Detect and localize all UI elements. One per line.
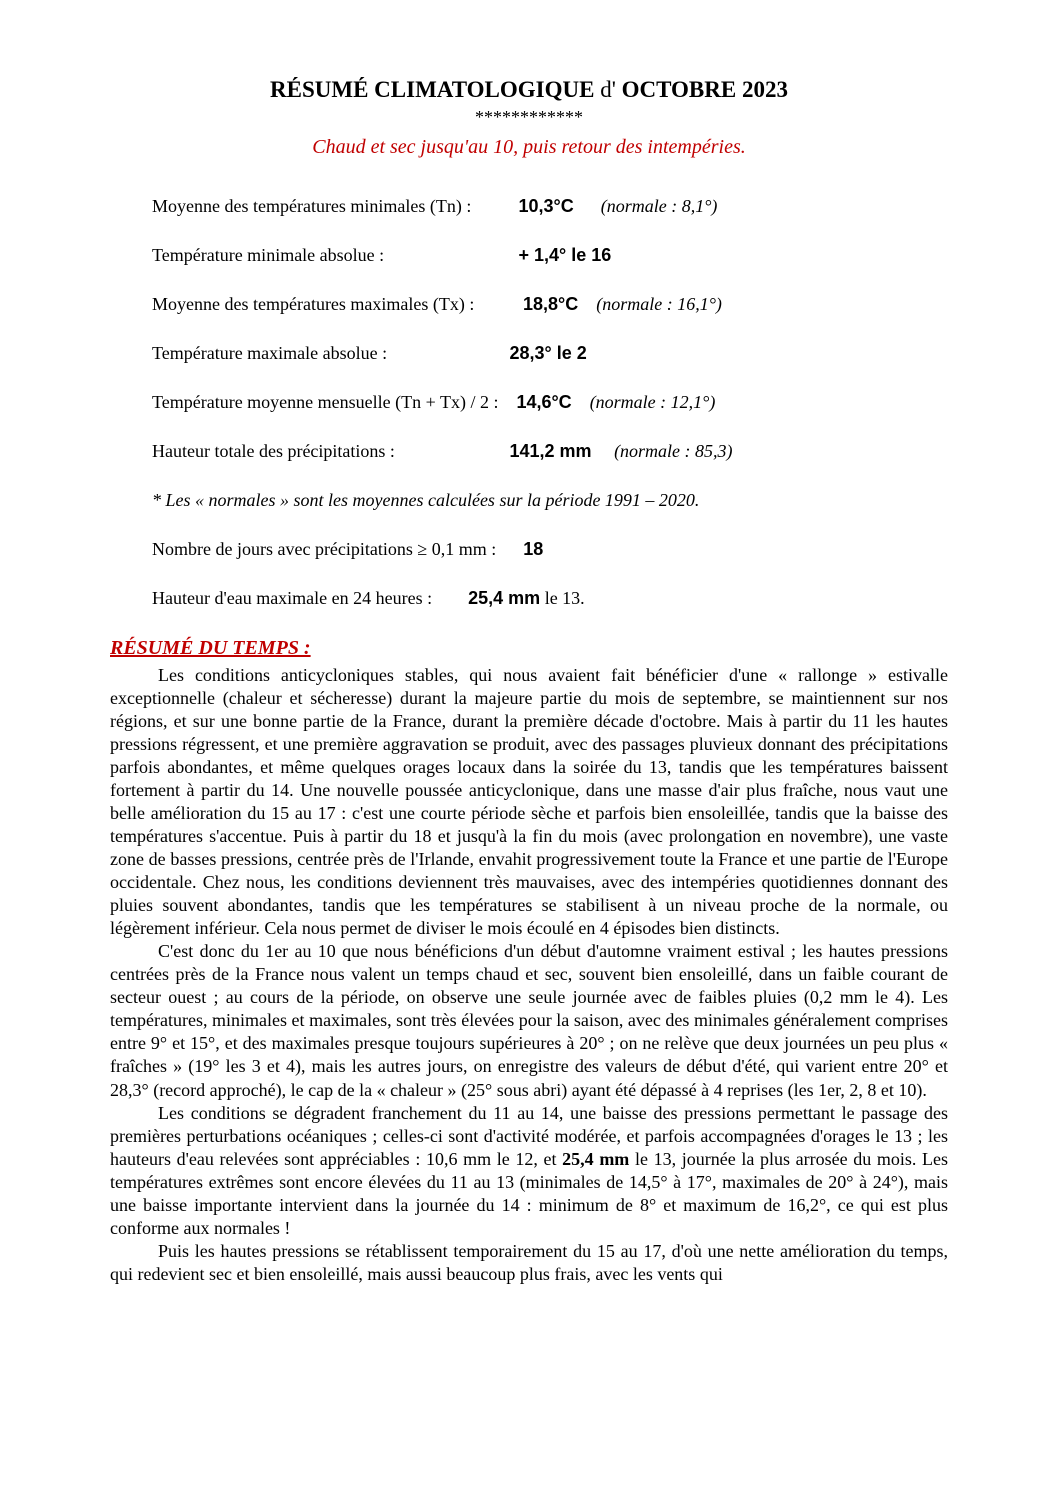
tmax-abs-value: 28,3° le 2 [510,343,587,363]
row-hmax24: Hauteur d'eau maximale en 24 heures : 25… [152,587,948,610]
row-days-precip: Nombre de jours avec précipitations ≥ 0,… [152,538,948,561]
document-title: RÉSUMÉ CLIMATOLOGIQUE d' OCTOBRE 2023 [110,75,948,104]
precip-label: Hauteur totale des précipitations : [152,440,496,463]
hmax24-label: Hauteur d'eau maximale en 24 heures : [152,588,432,608]
precip-value: 141,2 mm [510,441,592,461]
tn-mean-normale: (normale : 8,1°) [601,196,718,216]
tmoy-value: 14,6°C [516,392,571,412]
tx-mean-value: 18,8°C [523,294,578,314]
p3-bold: 25,4 mm [562,1149,629,1169]
row-tmin-abs: Température minimale absolue : + 1,4° le… [152,244,948,267]
title-prefix: RÉSUMÉ CLIMATOLOGIQUE [270,77,594,102]
stats-block-2: Nombre de jours avec précipitations ≥ 0,… [152,538,948,610]
paragraph-2: C'est donc du 1er au 10 que nous bénéfic… [110,940,948,1101]
days-precip-label: Nombre de jours avec précipitations ≥ 0,… [152,539,496,559]
title-middle: d' [594,77,621,102]
row-tmax-abs: Température maximale absolue : 28,3° le … [152,342,948,365]
tn-mean-value: 10,3°C [519,196,574,216]
paragraph-1: Les conditions anticycloniques stables, … [110,664,948,940]
hmax24-value: 25,4 mm [468,588,540,608]
tx-mean-normale: (normale : 16,1°) [596,294,722,314]
title-suffix: OCTOBRE 2023 [622,77,788,102]
days-precip-value: 18 [523,539,543,559]
paragraph-3: Les conditions se dégradent franchement … [110,1102,948,1240]
title-separator: ************ [110,106,948,129]
paragraph-4: Puis les hautes pressions se rétablissen… [110,1240,948,1286]
tmoy-label: Température moyenne mensuelle (Tn + Tx) … [152,392,498,412]
tmin-abs-value: + 1,4° le 16 [519,245,612,265]
precip-normale: (normale : 85,3) [614,441,732,461]
normales-note: * Les « normales » sont les moyennes cal… [152,489,948,512]
tx-mean-label: Moyenne des températures maximales (Tx) … [152,293,496,316]
hmax24-suffix: le 13. [545,588,585,608]
row-tmoy: Température moyenne mensuelle (Tn + Tx) … [152,391,948,414]
tmoy-normale: (normale : 12,1°) [590,392,716,412]
stats-block: Moyenne des températures minimales (Tn) … [152,195,948,463]
tmin-abs-label: Température minimale absolue : [152,244,496,267]
row-precip: Hauteur totale des précipitations : 141,… [152,440,948,463]
tn-mean-label: Moyenne des températures minimales (Tn) … [152,195,496,218]
row-tx-mean: Moyenne des températures maximales (Tx) … [152,293,948,316]
row-tn-mean: Moyenne des températures minimales (Tn) … [152,195,948,218]
subtitle: Chaud et sec jusqu'au 10, puis retour de… [110,135,948,161]
section-header-resume: RÉSUMÉ DU TEMPS : [110,636,948,662]
tmax-abs-label: Température maximale absolue : [152,342,496,365]
